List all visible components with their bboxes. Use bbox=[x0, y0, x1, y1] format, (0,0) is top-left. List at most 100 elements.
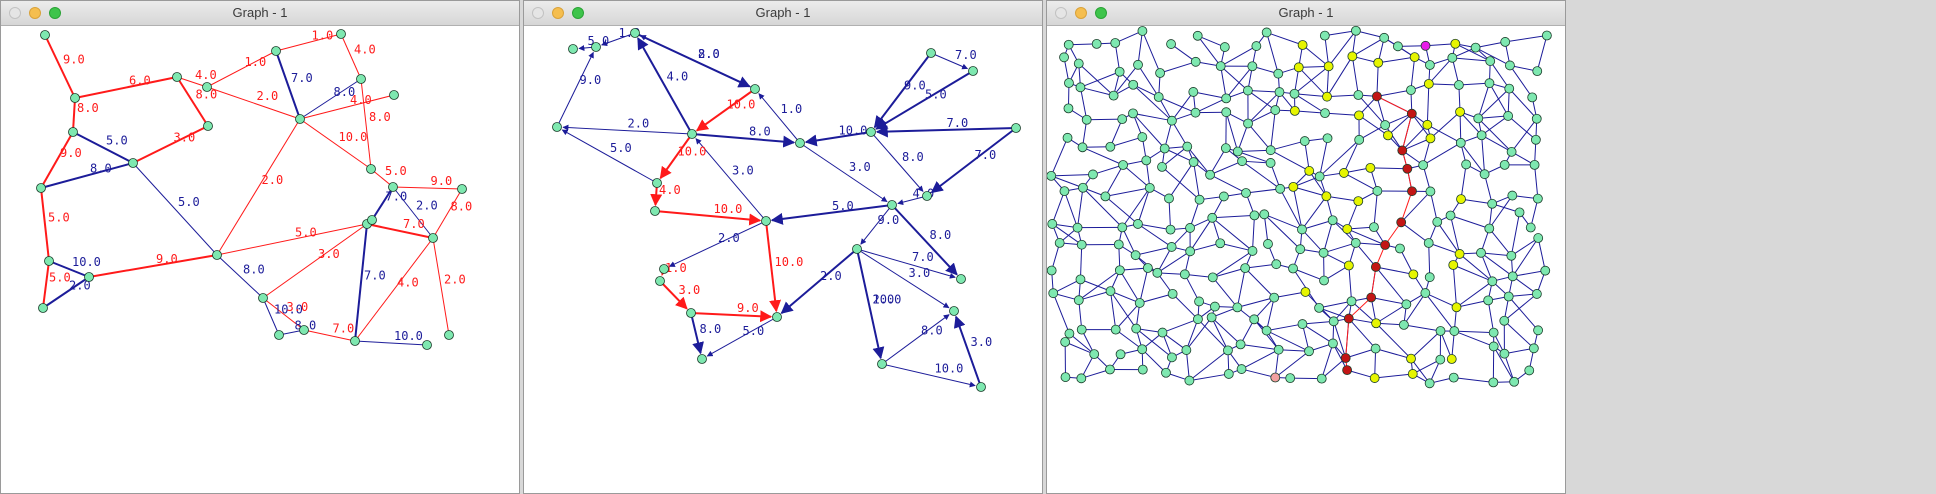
graph-edge[interactable] bbox=[1078, 63, 1114, 96]
graph-node[interactable] bbox=[968, 66, 978, 76]
graph-edge[interactable] bbox=[1109, 118, 1123, 147]
graph-node[interactable] bbox=[1269, 292, 1280, 303]
graph-node[interactable] bbox=[1240, 263, 1251, 274]
graph-node[interactable] bbox=[422, 340, 432, 350]
graph-edge[interactable] bbox=[1162, 318, 1199, 334]
graph-edge[interactable] bbox=[1370, 167, 1408, 170]
graph-edge[interactable] bbox=[1079, 244, 1083, 280]
graph-node[interactable] bbox=[1350, 238, 1361, 248]
graph-node[interactable] bbox=[40, 30, 50, 40]
graph-node[interactable] bbox=[630, 28, 640, 38]
graph-node[interactable] bbox=[761, 216, 771, 226]
graph-edge[interactable] bbox=[1263, 214, 1269, 245]
graph-node[interactable] bbox=[1509, 376, 1520, 387]
graph-edge[interactable] bbox=[1487, 300, 1495, 333]
graph-edge[interactable] bbox=[1428, 242, 1431, 278]
graph-edge[interactable] bbox=[1115, 329, 1143, 350]
graph-edge[interactable] bbox=[1263, 213, 1301, 250]
graph-node[interactable] bbox=[1128, 79, 1139, 90]
graph-node[interactable] bbox=[1166, 242, 1177, 252]
graph-edge[interactable] bbox=[1454, 330, 1494, 347]
graph-edge[interactable] bbox=[1410, 358, 1431, 384]
graph-node[interactable] bbox=[1347, 51, 1358, 62]
graph-edge[interactable] bbox=[1137, 30, 1143, 65]
graph-node[interactable] bbox=[772, 312, 782, 322]
graph-node[interactable] bbox=[1407, 369, 1418, 379]
graph-edge[interactable] bbox=[1489, 60, 1510, 89]
graph-window-2[interactable]: Graph - 1 9.0 1.0 5.0 8.0 2.0 4.0 8.0 10.0 1.0 2.… bbox=[523, 0, 1043, 494]
graph-edge[interactable] bbox=[1220, 65, 1249, 91]
graph-node[interactable] bbox=[1479, 169, 1490, 180]
graph-node[interactable] bbox=[1261, 325, 1272, 336]
graph-edge[interactable] bbox=[1511, 118, 1538, 153]
graph-edge[interactable] bbox=[1326, 94, 1359, 98]
graph-node[interactable] bbox=[1327, 215, 1338, 226]
graph-node[interactable] bbox=[1114, 66, 1125, 77]
graph-node[interactable] bbox=[367, 215, 377, 225]
graph-node[interactable] bbox=[1210, 301, 1220, 312]
graph-node[interactable] bbox=[274, 330, 284, 340]
graph-edge[interactable] bbox=[132, 125, 209, 164]
graph-edge[interactable] bbox=[1195, 97, 1227, 114]
graph-node[interactable] bbox=[1011, 123, 1021, 133]
graph-edge[interactable] bbox=[1266, 330, 1310, 352]
graph-edge[interactable] bbox=[1536, 35, 1548, 72]
graph-edge[interactable] bbox=[299, 78, 362, 120]
graph-edge[interactable] bbox=[1051, 190, 1065, 225]
graph-edge[interactable] bbox=[856, 248, 883, 359]
graph-edge[interactable] bbox=[1428, 57, 1453, 85]
graph-node[interactable] bbox=[1215, 238, 1226, 249]
graph-node[interactable] bbox=[350, 336, 360, 346]
graph-edge[interactable] bbox=[860, 204, 893, 245]
graph-edge[interactable] bbox=[132, 162, 218, 256]
graph-edge[interactable] bbox=[1321, 343, 1334, 379]
graph-node[interactable] bbox=[1369, 222, 1379, 233]
graph-edge[interactable] bbox=[930, 127, 1017, 194]
graph-edge[interactable] bbox=[1132, 112, 1172, 122]
graph-node[interactable] bbox=[795, 138, 805, 148]
graph-edge[interactable] bbox=[1459, 111, 1462, 143]
graph-node[interactable] bbox=[1449, 326, 1460, 336]
graph-node[interactable] bbox=[686, 308, 696, 318]
graph-node[interactable] bbox=[1425, 133, 1436, 144]
graph-edge[interactable] bbox=[1481, 134, 1512, 153]
graph-node[interactable] bbox=[1161, 367, 1171, 378]
graph-edge[interactable] bbox=[1279, 188, 1303, 230]
graph-node[interactable] bbox=[1215, 61, 1226, 72]
graph-node[interactable] bbox=[1241, 188, 1251, 198]
graph-node[interactable] bbox=[1105, 286, 1116, 297]
graph-node[interactable] bbox=[1383, 130, 1393, 141]
graph-edge[interactable] bbox=[1400, 191, 1413, 223]
graph-node[interactable] bbox=[1506, 250, 1517, 261]
graph-edge[interactable] bbox=[1503, 353, 1515, 382]
graph-edge[interactable] bbox=[299, 94, 395, 120]
graph-edge[interactable] bbox=[40, 187, 50, 262]
graph-edge[interactable] bbox=[1121, 227, 1137, 256]
graph-node[interactable] bbox=[1424, 378, 1435, 389]
graph-edge[interactable] bbox=[1460, 164, 1467, 200]
graph-node[interactable] bbox=[1369, 373, 1380, 383]
graph-node[interactable] bbox=[36, 183, 46, 193]
graph-edge[interactable] bbox=[1266, 323, 1303, 332]
graph-edge[interactable] bbox=[1252, 215, 1255, 251]
graph-node[interactable] bbox=[1507, 271, 1518, 282]
graph-node[interactable] bbox=[1525, 222, 1536, 233]
graph-edge[interactable] bbox=[1452, 57, 1491, 62]
graph-edge[interactable] bbox=[1384, 124, 1403, 151]
graph-edge[interactable] bbox=[206, 50, 277, 88]
graph-edge[interactable] bbox=[1294, 65, 1329, 95]
graph-edge[interactable] bbox=[1509, 65, 1533, 98]
graph-node[interactable] bbox=[1164, 193, 1174, 204]
graph-edge[interactable] bbox=[1104, 164, 1124, 197]
graph-edge[interactable] bbox=[299, 118, 372, 170]
graph-node[interactable] bbox=[1366, 292, 1377, 303]
graph-node[interactable] bbox=[1133, 59, 1143, 70]
graph-edge[interactable] bbox=[1209, 160, 1243, 176]
zoom-button[interactable] bbox=[572, 7, 584, 19]
graph-edge[interactable] bbox=[262, 297, 280, 336]
graph-node[interactable] bbox=[1322, 133, 1333, 144]
graph-edge[interactable] bbox=[1236, 268, 1246, 308]
graph-edge[interactable] bbox=[262, 297, 305, 331]
graph-edge[interactable] bbox=[1345, 348, 1376, 359]
graph-node[interactable] bbox=[1533, 325, 1543, 336]
